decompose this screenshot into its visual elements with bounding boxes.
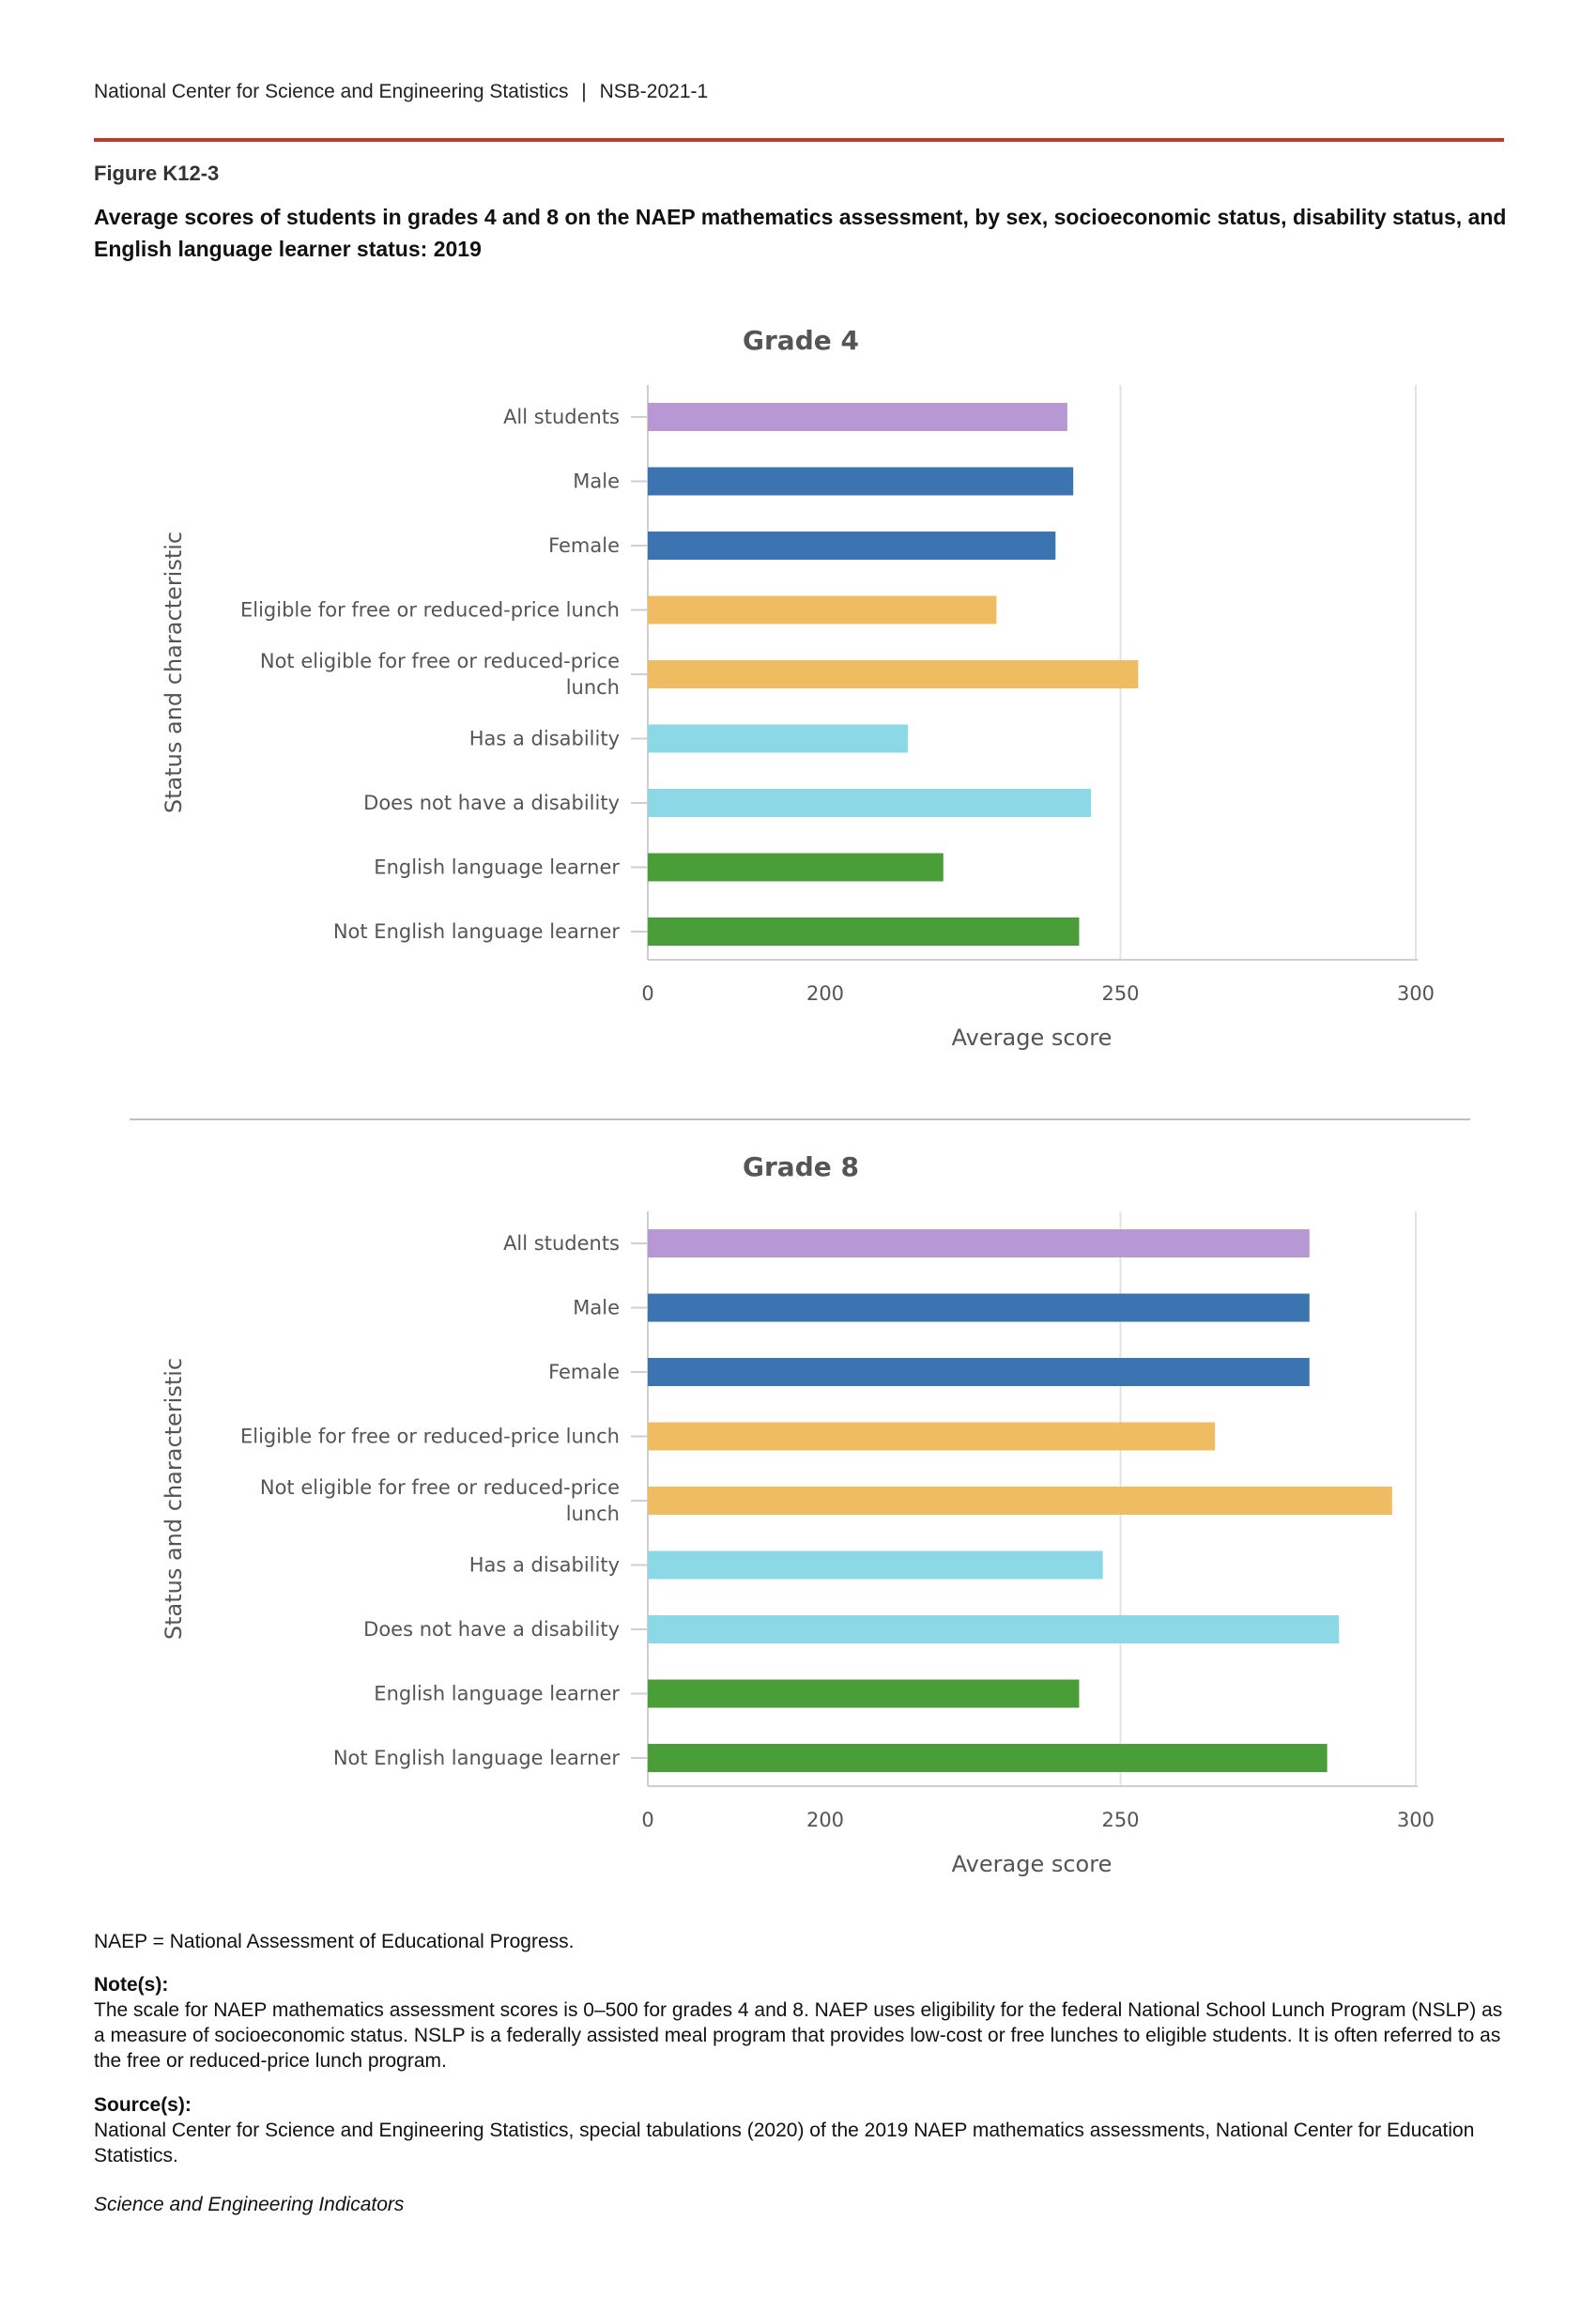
grade-8-x-tick-label: 250 [1101, 1809, 1139, 1831]
grade-4-x-tick-label: 300 [1397, 982, 1435, 1005]
note-heading: Note(s): [94, 1974, 169, 1996]
grade-4-category-label: English language learner [374, 856, 620, 879]
grade-4-category-label: Does not have a disability [363, 792, 620, 814]
note-text: The scale for NAEP mathematics assessmen… [94, 1999, 1503, 2072]
abbreviation-note: NAEP = National Assessment of Educationa… [94, 1931, 575, 1952]
grade-8-x-tick-label: 0 [641, 1809, 653, 1831]
grade-4-chart-svg: Grade 4 0 200 250 300 Average score Status and… [161, 325, 1435, 1051]
grade-4-bar [648, 660, 1139, 688]
grade-8-category-label: Not English language learner [333, 1747, 621, 1769]
grade-4-bar [648, 467, 1074, 496]
publication-name: Science and Engineering Indicators [94, 2194, 405, 2215]
grade-8-title: Grade 8 [743, 1151, 859, 1182]
report-id: NSB-2021-1 [599, 81, 709, 102]
grade-8-y-axis-label: Status and characteristic [161, 1358, 187, 1640]
grade-4-category-label: Not eligible for free or reduced-price [260, 650, 620, 672]
grade-4-bar [648, 724, 909, 753]
grade-8-bar [648, 1679, 1080, 1708]
grade-4-category-label: Female [548, 534, 620, 557]
source-heading: Source(s): [94, 2094, 192, 2116]
grade-8-category-label: Eligible for free or reduced-price lunch [240, 1426, 620, 1448]
page-header: National Center for Science and Engineer… [94, 81, 708, 103]
grade-8-bar [648, 1550, 1103, 1580]
grade-8-bar [648, 1487, 1392, 1515]
grade-4-x-tick-label: 0 [641, 982, 653, 1005]
figure-label: Figure K12-3 [94, 162, 220, 185]
grade-8-category-label: Not eligible for free or reduced-price [260, 1476, 620, 1499]
grade-8-category-label: lunch [566, 1503, 620, 1525]
grade-4-x-tick-label: 200 [806, 982, 844, 1005]
grade-8-x-tick-label: 200 [806, 1809, 844, 1831]
chart-divider [130, 1118, 1470, 1120]
grade-8-bar [648, 1358, 1310, 1386]
grade-4-y-axis-label: Status and characteristic [161, 532, 187, 813]
grade-8-x-tick-label: 300 [1397, 1809, 1435, 1831]
grade-8-category-label: English language learner [374, 1683, 620, 1705]
grade-8-bar [648, 1744, 1327, 1772]
grade-8-category-label: All students [503, 1232, 620, 1255]
org-name: National Center for Science and Engineer… [94, 81, 569, 102]
grade-8-category-label: Does not have a disability [363, 1618, 620, 1641]
grade-8-bar [648, 1422, 1216, 1451]
grade-4-bar [648, 853, 944, 882]
grade-4-bar [648, 595, 997, 625]
grade-4-bar [648, 403, 1067, 431]
grade-4-x-tick-label: 250 [1101, 982, 1139, 1005]
grade-8-bar [648, 1615, 1340, 1643]
grade-4-category-label: Not English language learner [333, 920, 621, 943]
grade-4-bar [648, 789, 1092, 817]
grade-8-x-axis-label: Average score [952, 1851, 1113, 1877]
grade-4-bar [648, 532, 1056, 560]
grade-4-bar [648, 917, 1080, 946]
grade-8-bar [648, 1293, 1310, 1322]
grade-4-category-label: Has a disability [469, 728, 620, 750]
grade-8-category-label: Female [548, 1361, 620, 1383]
grade-8-bar [648, 1229, 1310, 1257]
grade-8-chart: Grade 8 0 200 250 300 Average score Status and… [0, 1127, 1596, 1906]
grade-4-title: Grade 4 [743, 325, 859, 356]
figure-title: Average scores of students in grades 4 a… [94, 205, 1507, 261]
grade-4-x-axis-label: Average score [952, 1025, 1113, 1051]
header-separator: | [581, 81, 587, 102]
grade-4-category-label: Eligible for free or reduced-price lunch [240, 599, 620, 622]
grade-4-chart: Grade 4 0 200 250 300 Average score Status and… [0, 301, 1596, 1080]
grade-8-category-label: Has a disability [469, 1554, 620, 1577]
grade-4-category-label: All students [503, 406, 620, 428]
grade-8-chart-svg: Grade 8 0 200 250 300 Average score Status and… [161, 1151, 1435, 1877]
header-rule [94, 138, 1504, 142]
grade-8-category-label: Male [573, 1297, 620, 1319]
grade-4-category-label: Male [573, 470, 620, 493]
grade-4-category-label: lunch [566, 676, 620, 699]
source-text: National Center for Science and Engineer… [94, 2120, 1475, 2167]
